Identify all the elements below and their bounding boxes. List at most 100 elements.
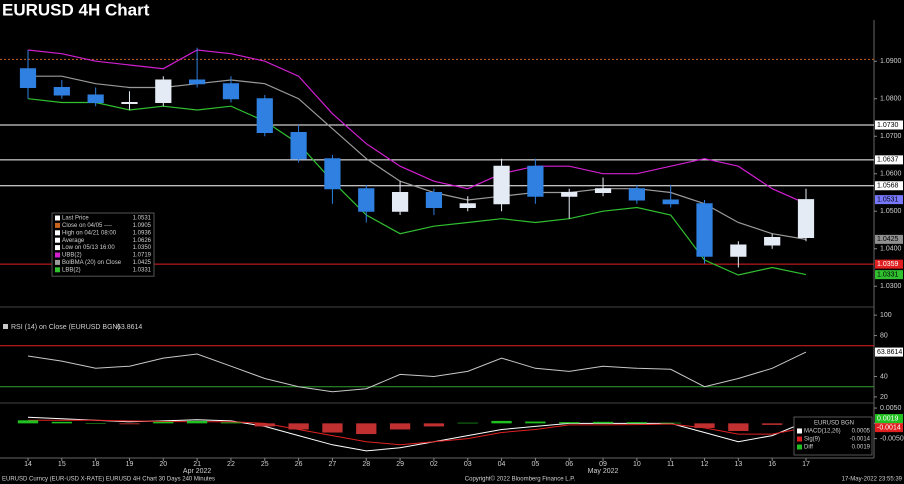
candle-body: [155, 79, 172, 103]
hist-bar: [288, 423, 309, 430]
y-tick-label: 40: [880, 373, 888, 380]
candle-body: [189, 79, 206, 85]
legend-label: Sig(9): [804, 437, 820, 443]
legend-swatch: [797, 444, 802, 450]
x-tick-label: 22: [227, 461, 235, 468]
hist-bar: [762, 423, 783, 425]
legend-swatch: [55, 259, 60, 265]
hist-bar: [694, 423, 715, 428]
candle-body: [696, 203, 713, 257]
legend-title: EURUSD BGN: [814, 421, 854, 427]
x-tick-label: 27: [329, 461, 337, 468]
y-tick-label: -0.0050: [880, 435, 904, 442]
x-tick-label: 03: [464, 461, 472, 468]
y-tick-label: 100: [880, 312, 892, 319]
x-tick-label: 29: [396, 461, 404, 468]
candle-body: [628, 188, 645, 201]
value-tag-box: [875, 270, 903, 280]
candle-body: [256, 98, 273, 133]
footer-right: 17-May-2022 23:55:39: [842, 477, 903, 483]
candle-body: [391, 192, 409, 212]
header-swatch: [3, 324, 8, 329]
hist-bar: [220, 422, 242, 424]
legend-value: 1.0936: [133, 230, 152, 236]
x-tick-label: 15: [58, 461, 66, 468]
candle-body: [730, 244, 747, 257]
legend-label: Close on 04/05 ----: [62, 223, 112, 229]
hist-bar: [491, 420, 512, 424]
value-tag: 0.0019: [877, 415, 899, 422]
legend-label: MACD(12,26): [804, 429, 841, 435]
panel-title: RSI (14) on Close (EURUSD BGN): [11, 324, 120, 331]
hist-bar: [660, 422, 681, 424]
hist-bar: [559, 422, 580, 424]
hist-bar: [457, 422, 478, 424]
candle-body: [19, 68, 37, 88]
x-tick-label: 06: [565, 461, 573, 468]
value-tag-box: [875, 234, 903, 244]
legend-box: [793, 416, 873, 456]
value-tag: -0.0014: [877, 424, 901, 431]
legend-label: Low on 05/13 16:00: [62, 245, 115, 251]
level-tag-box: [875, 155, 903, 165]
x-tick-label: 18: [92, 461, 100, 468]
y-tick-label: 1.0700: [880, 133, 902, 140]
legend-swatch: [55, 245, 60, 251]
legend-label: UBB(2): [62, 253, 82, 259]
legend-swatch: [55, 237, 60, 243]
hist-bar: [254, 423, 275, 427]
x-tick-label: 16: [768, 461, 776, 468]
x-tick-label: 09: [599, 461, 607, 468]
candle-body: [425, 192, 443, 208]
legend-value: 1.0531: [133, 216, 152, 222]
candle-body: [459, 203, 476, 208]
x-tick-label: 11: [667, 461, 674, 468]
y-tick-label: 0.0050: [880, 405, 902, 412]
legend-swatch: [55, 230, 60, 236]
legend-value: 1.0719: [133, 253, 152, 259]
hist-bar: [389, 423, 411, 430]
y-tick-label: 20: [880, 394, 888, 401]
x-tick-label: 13: [734, 461, 742, 468]
level-tag: 1.0359: [877, 261, 899, 268]
x-tick-label: 19: [126, 461, 134, 468]
candle-body: [358, 188, 375, 212]
legend-swatch: [55, 252, 60, 258]
x-tick-label: 25: [261, 461, 269, 468]
value-tag: 1.0531: [877, 196, 899, 203]
y-tick-label: 1.0900: [880, 58, 902, 65]
candle-body: [324, 158, 341, 190]
x-tick-label: 10: [633, 461, 641, 468]
hist-bar: [356, 423, 377, 435]
legend-value: 1.0331: [133, 267, 152, 273]
value-tag: 63.8614: [877, 349, 902, 356]
candle-body: [87, 94, 104, 103]
x-tick-label: 21: [193, 461, 201, 468]
hist-bar: [51, 421, 72, 424]
footer-left: EURUSD Curncy (EUR-USD X-RATE) EURUSD 4H…: [2, 477, 215, 483]
level-tag-box: [875, 259, 903, 269]
chart-title: EURUSD 4H Chart: [2, 0, 150, 19]
level-tag-box: [875, 120, 903, 130]
x-tick-label: 17: [802, 461, 810, 468]
value-tag: 1.0425: [877, 236, 899, 243]
candle-body: [764, 237, 781, 246]
band-line: [27, 49, 807, 205]
legend-label: LBB(2): [62, 267, 81, 273]
hist-bar: [592, 421, 614, 424]
hist-bar: [186, 420, 208, 424]
legend-box: [51, 212, 155, 277]
value-tag-box: [875, 347, 903, 357]
legend-swatch: [55, 215, 60, 221]
month-label: May 2022: [588, 468, 619, 475]
x-tick-label: 14: [24, 461, 32, 468]
candle-body: [493, 165, 510, 205]
legend-value: 1.0905: [133, 223, 152, 229]
level-tag: 1.0568: [877, 183, 899, 190]
panel-value: 63.8614: [117, 324, 142, 331]
y-tick-label: 1.0400: [880, 246, 902, 253]
candle-body: [53, 87, 70, 96]
rsi-line: [27, 351, 807, 393]
level-tag-box: [875, 181, 903, 191]
